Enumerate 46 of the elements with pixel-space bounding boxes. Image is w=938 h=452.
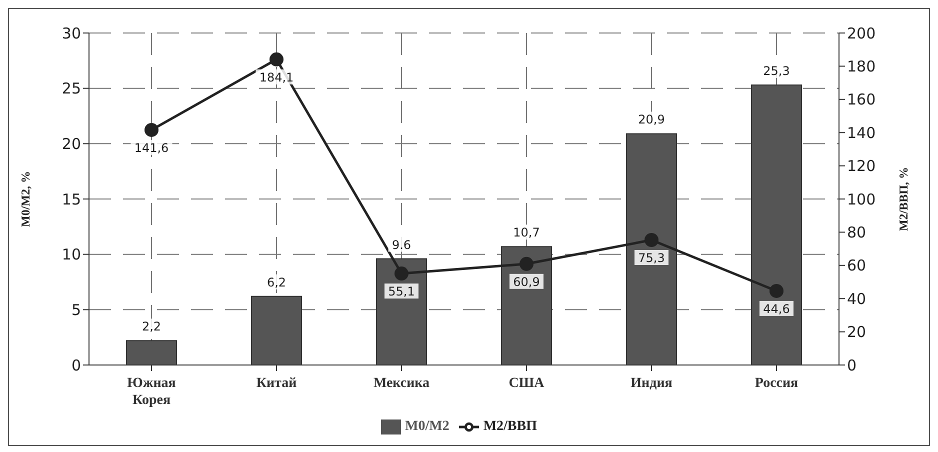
y2-tick-label: 100 [847, 190, 876, 208]
data-label: 9.6 [392, 238, 412, 252]
data-label: 25,3 [763, 64, 790, 78]
y2-tick-label: 20 [847, 323, 866, 342]
legend-label: М0/М2 [405, 419, 450, 434]
data-label: 20,9 [638, 112, 665, 127]
y2-axis-title: М2/ВВП, % [896, 166, 910, 232]
point [270, 52, 284, 66]
y-axis-title: М0/М2, % [18, 171, 32, 227]
point [770, 284, 784, 298]
legend-label: М2/ВВП [483, 419, 537, 434]
data-label: 2,2 [142, 320, 162, 334]
x-tick-label: США [508, 376, 546, 391]
y-tick-label: 5 [71, 300, 81, 319]
x-tick-label: Южная Корея [127, 376, 176, 408]
y2-tick-label: 160 [847, 90, 876, 109]
data-label: 60,9 [513, 274, 540, 289]
data-label: 10,7 [513, 226, 540, 240]
y-tick-label: 25 [62, 80, 81, 98]
point [520, 256, 534, 271]
y2-tick-label: 60 [847, 256, 866, 275]
y2-tick-label: 80 [847, 224, 866, 242]
data-label: 44,6 [763, 302, 790, 316]
data-label: 141,6 [134, 140, 169, 155]
y2-tick-label: 200 [847, 24, 876, 42]
x-tick-label: Индия [630, 376, 673, 391]
data-label: 6,2 [266, 275, 286, 290]
y2-tick-label: 120 [847, 157, 876, 176]
y2-tick-label: 40 [847, 290, 866, 308]
y-tick-label: 15 [62, 190, 81, 208]
data-label: 55,1 [388, 284, 415, 299]
x-tick-label: Китай [256, 376, 297, 391]
y-tick-label: 30 [62, 24, 81, 42]
y-tick-label: 10 [62, 246, 81, 264]
x-tick-label: Мексика [373, 376, 430, 391]
y2-tick-label: 140 [847, 124, 876, 142]
y2-tick-label: 0 [847, 356, 857, 374]
point [394, 266, 408, 281]
data-label: 184,1 [259, 70, 294, 84]
point [144, 122, 158, 137]
data-label: 75,3 [638, 251, 665, 265]
y-tick-label: 0 [71, 356, 81, 374]
point [644, 233, 658, 247]
y2-tick-label: 180 [847, 58, 876, 76]
x-tick-label: Россия [754, 376, 799, 391]
y-tick-label: 20 [62, 134, 81, 153]
